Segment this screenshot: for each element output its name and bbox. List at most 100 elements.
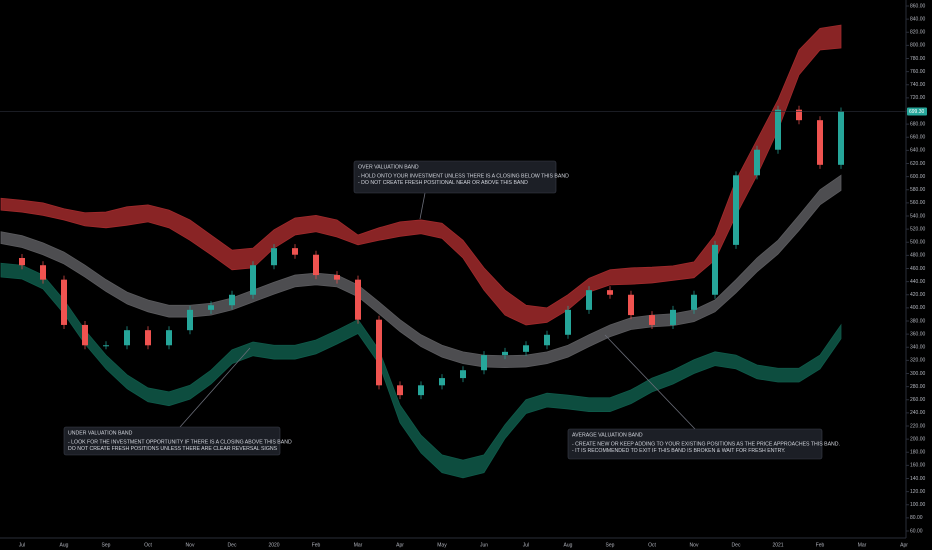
y-tick-label: 560.00 — [910, 200, 926, 206]
callout-box — [63, 426, 281, 456]
candle-body — [523, 345, 529, 352]
y-tick-label: 580.00 — [910, 187, 926, 193]
callout-line: - LOOK FOR THE INVESTMENT OPPORTUNITY IF… — [68, 439, 292, 445]
y-tick-label: 640.00 — [910, 148, 926, 154]
candle-body — [397, 385, 403, 396]
y-tick-label: 740.00 — [910, 82, 926, 88]
candle-body — [502, 351, 508, 356]
candle-body — [670, 309, 676, 325]
y-tick-label: 280.00 — [910, 384, 926, 390]
y-tick-label: 300.00 — [910, 371, 926, 377]
y-tick-label: 760.00 — [910, 69, 926, 75]
y-tick-label: 340.00 — [910, 345, 926, 351]
y-tick-label: 360.00 — [910, 331, 926, 337]
x-tick-label: Jun — [480, 542, 488, 548]
x-tick-label: Apr — [396, 542, 404, 548]
y-tick-label: 780.00 — [910, 56, 926, 62]
callout-title: UNDER VALUATION BAND — [68, 430, 133, 436]
candle-body — [628, 294, 634, 316]
candle-body — [250, 265, 256, 295]
callout-line: DO NOT CREATE FRESH POSITIONS UNLESS THE… — [68, 446, 278, 452]
candle-body — [271, 248, 277, 266]
y-tick-label: 600.00 — [910, 174, 926, 180]
x-tick-label: Feb — [312, 542, 321, 548]
candle-body — [292, 248, 298, 255]
candle-body — [124, 330, 130, 346]
x-tick-label: 2020 — [268, 542, 279, 548]
y-tick-label: 120.00 — [910, 489, 926, 495]
y-tick-label: 540.00 — [910, 213, 926, 219]
y-tick-label: 200.00 — [910, 436, 926, 442]
callout-title: OVER VALUATION BAND — [358, 164, 419, 170]
x-tick-label: Feb — [816, 542, 825, 548]
candle-body — [817, 120, 823, 165]
candle-body — [103, 345, 109, 347]
y-tick-label: 380.00 — [910, 318, 926, 324]
y-tick-label: 500.00 — [910, 240, 926, 246]
candle-body — [691, 294, 697, 310]
y-tick-label: 160.00 — [910, 463, 926, 469]
callout-pointer — [179, 347, 251, 428]
valuation-band — [0, 174, 842, 368]
candle-body — [82, 324, 88, 346]
x-tick-label: May — [437, 542, 447, 548]
x-tick-label: Sep — [606, 542, 615, 548]
callout-title: AVERAGE VALUATION BAND — [572, 432, 643, 438]
last-price-tag — [907, 107, 927, 116]
candle-body — [145, 330, 151, 346]
x-tick-label: Jul — [523, 542, 529, 548]
y-tick-label: 660.00 — [910, 135, 926, 141]
y-tick-label: 80.00 — [910, 515, 923, 521]
candle-body — [607, 290, 613, 295]
y-tick-label: 520.00 — [910, 226, 926, 232]
candle-body — [19, 258, 25, 266]
x-tick-label: Dec — [732, 542, 741, 548]
callout-line: - HOLD ONTO YOUR INVESTMENT UNLESS THERE… — [358, 173, 569, 179]
y-tick-label: 720.00 — [910, 95, 926, 101]
candle-body — [187, 309, 193, 331]
x-tick-label: Sep — [102, 542, 111, 548]
x-tick-label: Nov — [186, 542, 195, 548]
candle-body — [40, 265, 46, 280]
candle-body — [544, 334, 550, 346]
callout-box — [353, 160, 557, 194]
candle-body — [838, 111, 844, 165]
y-tick-label: 860.00 — [910, 3, 926, 9]
candle-body — [439, 378, 445, 386]
candle-body — [229, 294, 235, 306]
x-tick-label: 2021 — [772, 542, 783, 548]
candle-body — [418, 385, 424, 396]
x-tick-label: Nov — [690, 542, 699, 548]
callout-line: - IT IS RECOMMENDED TO EXIT IF THIS BAND… — [572, 448, 786, 454]
candle-body — [61, 279, 67, 325]
candle-body — [313, 254, 319, 276]
y-tick-label: 60.00 — [910, 528, 923, 534]
candle-body — [481, 355, 487, 371]
y-tick-label: 100.00 — [910, 502, 926, 508]
y-tick-label: 260.00 — [910, 397, 926, 403]
y-tick-label: 420.00 — [910, 292, 926, 298]
x-tick-label: Oct — [144, 542, 152, 548]
x-tick-label: Mar — [858, 542, 867, 548]
y-tick-label: 240.00 — [910, 410, 926, 416]
candle-body — [733, 175, 739, 245]
x-tick-label: Dec — [228, 542, 237, 548]
callout-pointer — [604, 334, 696, 430]
candle-body — [565, 309, 571, 335]
x-tick-label: Oct — [648, 542, 656, 548]
candle-body — [649, 315, 655, 325]
callout-pointer — [419, 192, 426, 220]
last-price-label: 699.30 — [909, 109, 925, 115]
x-tick-label: Aug — [564, 542, 573, 548]
candle-body — [166, 330, 172, 346]
x-tick-label: Jul — [19, 542, 25, 548]
y-tick-label: 220.00 — [910, 423, 926, 429]
x-tick-label: Mar — [354, 542, 363, 548]
candle-body — [208, 305, 214, 310]
x-tick-label: Apr — [900, 542, 908, 548]
y-tick-label: 440.00 — [910, 279, 926, 285]
y-tick-label: 460.00 — [910, 266, 926, 272]
y-tick-label: 620.00 — [910, 161, 926, 167]
candle-body — [712, 244, 718, 295]
